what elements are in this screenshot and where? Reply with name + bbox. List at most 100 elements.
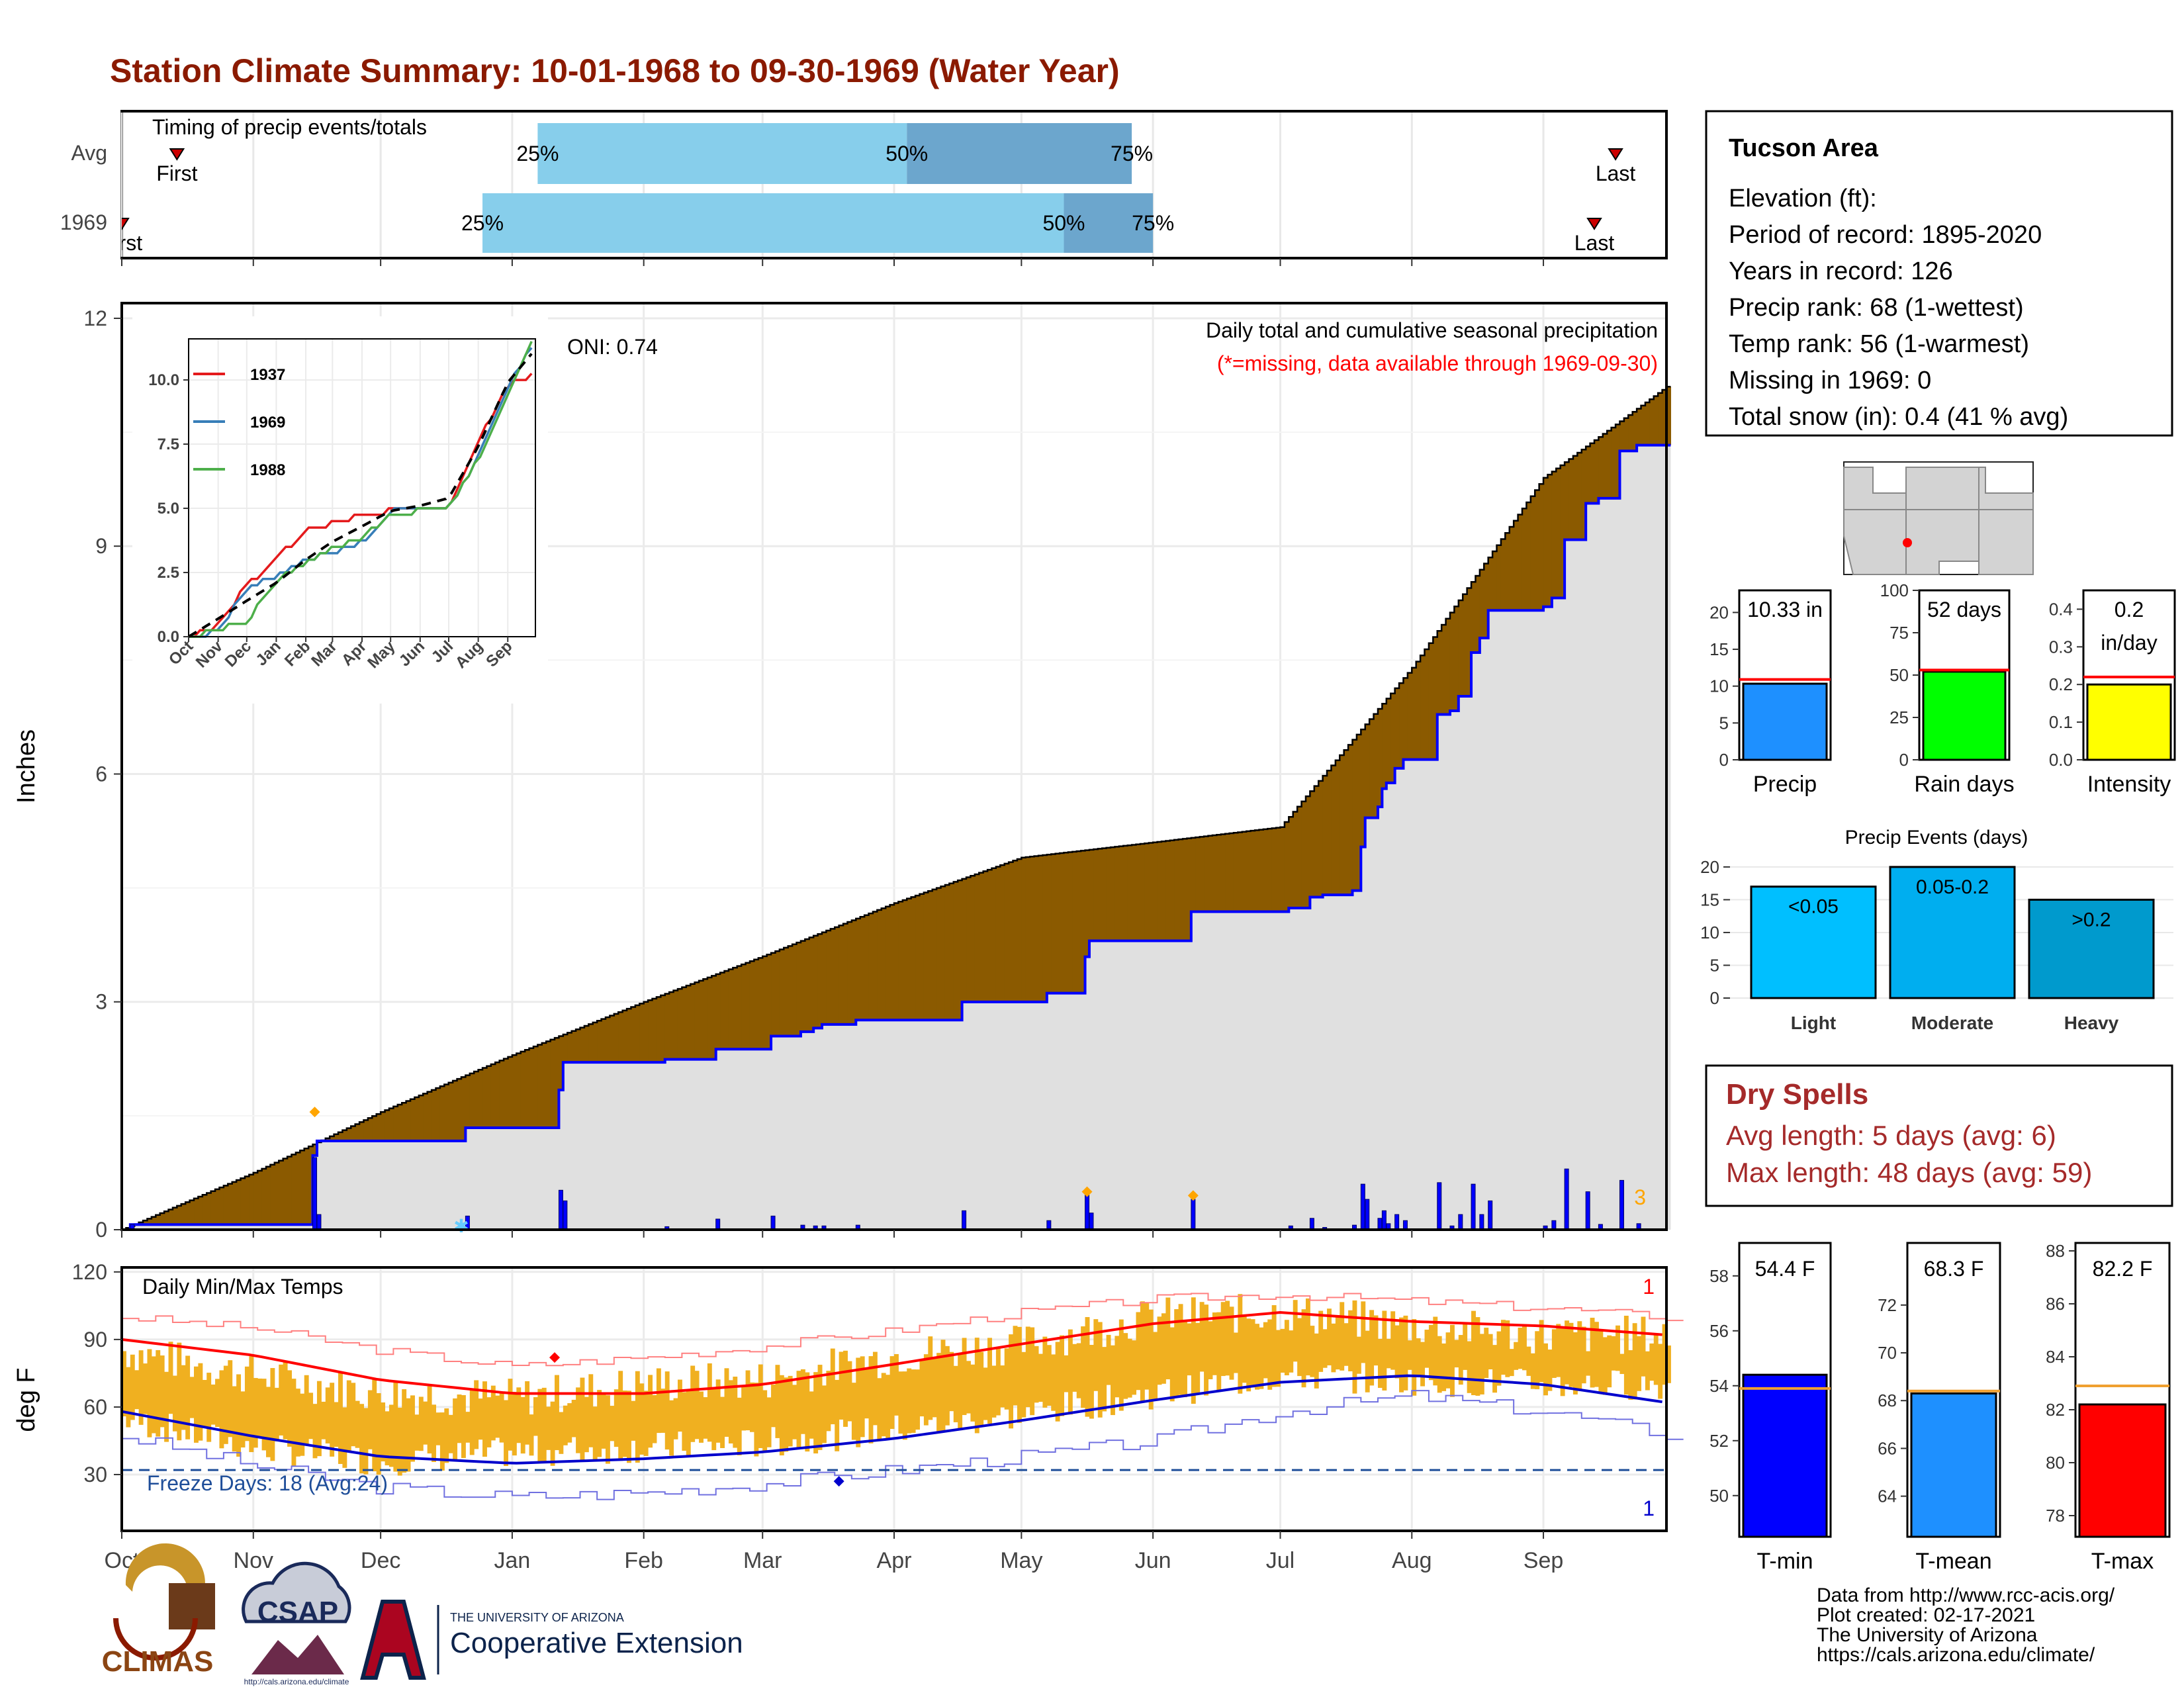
departure-day-61 <box>381 1112 386 1141</box>
daily-temp-bar-100 <box>546 1406 551 1450</box>
departure-day-165 <box>821 932 827 1025</box>
daily-temp-bar-212 <box>1021 1351 1026 1418</box>
daily-temp-bar-326 <box>1505 1320 1510 1377</box>
inset-lines <box>187 341 533 638</box>
precip-y-tick-label-1: 3 <box>95 990 107 1014</box>
daily-temp-bar-91 <box>508 1379 513 1451</box>
departure-day-89 <box>499 1060 504 1128</box>
temp-summary-tick-label-2-3: 84 <box>2046 1347 2065 1367</box>
csap-logo: CSAP http://cals.arizona.edu/climate <box>242 1561 351 1686</box>
departure-day-176 <box>868 913 874 1021</box>
departure-day-330 <box>1522 508 1527 611</box>
timing-row-label-1969: 1969 <box>60 210 107 234</box>
daily-temp-bar-4 <box>138 1350 144 1425</box>
daily-temp-bar-206 <box>995 1348 1001 1416</box>
daily-temp-bar-121 <box>635 1371 640 1463</box>
daily-temp-bar-262 <box>1233 1332 1238 1373</box>
departure-day-210 <box>1013 860 1018 1002</box>
daily-temp-bar-105 <box>567 1403 572 1443</box>
departure-day-173 <box>856 918 861 1021</box>
daily-temp-bar-56 <box>359 1404 364 1474</box>
events-bar-heavy <box>2028 898 2155 999</box>
daily-temp-bar-28 <box>240 1391 246 1448</box>
daily-temp-bar-273 <box>1280 1328 1285 1373</box>
mini-chart-value-unit-2: in/day <box>2101 631 2157 655</box>
daily-precip-bar-34 <box>1488 1200 1493 1230</box>
daily-temp-bar-26 <box>232 1386 237 1452</box>
daily-temp-bar-37 <box>279 1364 284 1436</box>
departure-day-212 <box>1021 857 1026 1002</box>
departure-day-94 <box>520 1051 525 1128</box>
credit-url: https://cals.arizona.edu/climate/ <box>1817 1644 2095 1666</box>
departure-day-34 <box>266 1166 271 1225</box>
daily-temp-bar-62 <box>385 1411 390 1465</box>
departure-day-90 <box>504 1058 509 1128</box>
departure-day-10 <box>164 1211 169 1225</box>
departure-day-155 <box>779 949 784 1036</box>
daily-temp-bar-274 <box>1284 1320 1289 1376</box>
daily-temp-bar-218 <box>1046 1345 1052 1406</box>
missing-data-note: (*=missing, data available through 1969-… <box>1217 351 1658 375</box>
departure-day-362 <box>1658 392 1663 445</box>
daily-temp-bar-29 <box>244 1366 250 1441</box>
daily-temp-bar-27 <box>236 1374 242 1457</box>
daily-precip-bar-37 <box>1564 1168 1569 1230</box>
daily-temp-bar-114 <box>605 1395 610 1464</box>
daily-temp-bar-129 <box>669 1400 674 1456</box>
daily-temp-bar-297 <box>1382 1310 1387 1391</box>
events-tick-label-2: 10 <box>1700 923 1719 942</box>
daily-temp-bar-358 <box>1641 1316 1646 1377</box>
departure-day-108 <box>580 1027 585 1063</box>
record-precip-marker-1 <box>1081 1186 1093 1197</box>
departure-day-346 <box>1590 443 1595 504</box>
month-label-Mar: Mar <box>743 1548 782 1573</box>
daily-temp-bar-53 <box>346 1380 351 1451</box>
daily-temp-bar-305 <box>1416 1338 1421 1377</box>
daily-temp-bar-267 <box>1255 1324 1259 1390</box>
daily-temp-bar-359 <box>1645 1351 1650 1391</box>
departure-day-37 <box>279 1160 284 1225</box>
daily-temp-bar-251 <box>1187 1323 1192 1376</box>
precip-subtitle: Daily total and cumulative seasonal prec… <box>1206 318 1658 342</box>
mini-chart-tick-label-0-2: 10 <box>1709 676 1729 696</box>
daily-temp-bar-125 <box>652 1394 657 1443</box>
csap-url: http://cals.arizona.edu/climate <box>244 1677 349 1686</box>
daily-temp-bar-353 <box>1619 1353 1625 1375</box>
departure-day-256 <box>1208 835 1213 912</box>
daily-temp-bar-160 <box>800 1369 805 1434</box>
daily-temp-bar-232 <box>1106 1334 1111 1385</box>
month-label-Aug: Aug <box>1392 1548 1432 1573</box>
daily-temp-bar-216 <box>1038 1353 1043 1402</box>
daily-precip-bar-22 <box>1360 1183 1365 1230</box>
daily-temp-bar-135 <box>694 1371 700 1440</box>
daily-temp-bar-265 <box>1246 1318 1251 1392</box>
daily-temp-bar-189 <box>923 1354 929 1426</box>
climas-logo: CLIMAS <box>102 1543 215 1678</box>
departure-day-325 <box>1500 539 1506 611</box>
departure-day-164 <box>817 934 823 1028</box>
daily-temp-bar-194 <box>944 1346 950 1426</box>
daily-temp-bar-288 <box>1343 1323 1349 1366</box>
departure-day-283 <box>1322 776 1328 895</box>
record-high-count: 1 <box>1643 1275 1655 1299</box>
departure-day-235 <box>1118 846 1124 941</box>
inset-line-1988 <box>189 341 533 638</box>
daily-temp-bar-231 <box>1102 1347 1107 1412</box>
daily-temp-bar-9 <box>159 1355 165 1428</box>
departure-day-314 <box>1454 606 1459 711</box>
departure-day-150 <box>758 958 763 1050</box>
daily-temp-bar-150 <box>758 1364 763 1448</box>
departure-day-7 <box>151 1216 156 1225</box>
daily-temp-bar-296 <box>1377 1338 1383 1389</box>
daily-precip-bar-27 <box>1394 1214 1400 1230</box>
ua-logo: THE UNIVERSITY OF ARIZONA Cooperative Ex… <box>360 1600 743 1680</box>
daily-temp-bar-339 <box>1560 1327 1565 1396</box>
inset-legend-label-1988: 1988 <box>250 461 285 479</box>
departure-day-98 <box>537 1044 543 1128</box>
departure-day-224 <box>1072 851 1077 993</box>
daily-temp-bar-328 <box>1514 1342 1519 1370</box>
daily-temp-bar-40 <box>291 1379 296 1467</box>
departure-day-49 <box>330 1136 335 1141</box>
departure-day-112 <box>597 1021 602 1063</box>
oni-value: ONI: 0.74 <box>567 335 658 359</box>
